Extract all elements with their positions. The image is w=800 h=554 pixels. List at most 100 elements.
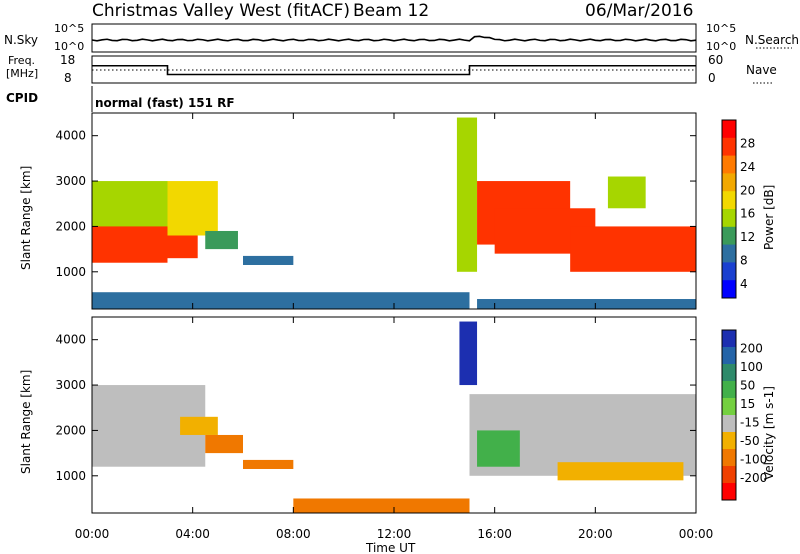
- velocity-y-axis: 4000 3000 2000 1000: [55, 333, 696, 483]
- velocity-colorbar-swatch: [722, 483, 736, 501]
- power-region-3: [167, 181, 218, 236]
- velocity-region-2: [205, 434, 243, 454]
- velocity-colorbar-tick: -50: [740, 434, 760, 448]
- velocity-colorbar-tick: -200: [740, 471, 767, 485]
- power-y-axis: 4000 3000 2000 1000: [55, 129, 696, 279]
- power-colorbar-tick: 4: [740, 277, 748, 291]
- velocity-region-8: [557, 462, 684, 481]
- velocity-colorbar-swatch: [722, 364, 736, 382]
- y-tick-label: 1000: [55, 265, 86, 279]
- power-colorbar-swatch: [722, 280, 736, 299]
- y-tick-label: 3000: [55, 174, 86, 188]
- velocity-region-7: [477, 430, 520, 467]
- velocity-colorbar-frame: [721, 329, 737, 501]
- noise-right-tick-top: 10^5: [706, 22, 736, 35]
- velocity-region-3: [243, 459, 294, 469]
- y-tick-label: 4000: [55, 333, 86, 347]
- power-colorbar-swatch: [722, 120, 736, 139]
- nave-tick-top: 60: [708, 53, 723, 67]
- y-tick-label: 1000: [55, 469, 86, 483]
- station-title: Christmas Valley West (fitACF): [92, 1, 350, 21]
- power-colorbar-tick: 12: [740, 230, 755, 244]
- freq-line: [92, 64, 696, 76]
- noise-panel-frame: [91, 23, 697, 53]
- cpid-label: CPID: [6, 91, 38, 105]
- velocity-colorbar-tick: 50: [740, 378, 755, 392]
- power-colorbar-swatch: [722, 209, 736, 228]
- power-colorbar-swatch: [722, 173, 736, 192]
- y-tick-label: 3000: [55, 378, 86, 392]
- nave-tick-bottom: 0: [708, 71, 716, 85]
- x-tick-label: 00:00: [679, 527, 714, 541]
- power-colorbar-tick: 16: [740, 207, 755, 221]
- power-region-7: [456, 117, 478, 272]
- velocity-colorbar-tick: 200: [740, 341, 763, 355]
- nave-label: Nave: [746, 63, 777, 77]
- power-colorbar-tick: 24: [740, 160, 755, 174]
- velocity-colorbar-swatch: [722, 449, 736, 467]
- power-ylabel: Slant Range [km]: [19, 166, 33, 270]
- x-axis-label: Time UT: [365, 541, 416, 554]
- freq-tick-bottom: 8: [64, 71, 72, 85]
- velocity-region-1: [180, 416, 218, 435]
- velocity-colorbar-tick: 15: [740, 397, 755, 411]
- power-colorbar-swatch: [722, 226, 736, 246]
- power-colorbar-swatch: [722, 137, 736, 157]
- freq-tick-top: 18: [60, 53, 75, 67]
- y-tick-label: 2000: [55, 219, 86, 233]
- noise-right-tick-bottom: 10^0: [706, 40, 736, 53]
- velocity-colorbar-swatch: [722, 415, 736, 433]
- date-label: 06/Mar/2016: [585, 1, 693, 21]
- y-tick-label: 4000: [55, 129, 86, 143]
- noise-left-label: N.Sky: [4, 33, 38, 47]
- power-region-4: [205, 230, 238, 250]
- power-scale-label: Power [dB]: [762, 185, 776, 250]
- power-colorbar-swatch: [722, 244, 736, 263]
- velocity-colorbar-swatch: [722, 347, 736, 365]
- power-colorbar-ticks: 28 24 20 16 12 8 4: [740, 136, 755, 291]
- freq-label-2: [MHz]: [6, 67, 38, 80]
- power-colorbar-tick: 28: [740, 136, 755, 150]
- power-colorbar-tick: 20: [740, 183, 755, 197]
- power-colorbar-swatch: [722, 155, 736, 174]
- velocity-ylabel: Slant Range [km]: [19, 370, 33, 474]
- power-colorbar-swatch: [722, 262, 736, 281]
- velocity-colorbar-swatch: [722, 466, 736, 484]
- x-tick-label: 16:00: [477, 527, 512, 541]
- velocity-heatmap: [92, 321, 696, 513]
- power-colorbar-swatch: [722, 191, 736, 210]
- x-tick-label: 20:00: [578, 527, 613, 541]
- power-region-11: [477, 299, 696, 309]
- velocity-colorbar: [721, 329, 737, 501]
- velocity-colorbar-tick: 100: [740, 360, 763, 374]
- power-region-12: [607, 176, 646, 209]
- velocity-colorbar-tick: -15: [740, 415, 760, 429]
- x-tick-label: 00:00: [75, 527, 110, 541]
- velocity-colorbar-tick: -100: [740, 452, 767, 466]
- power-colorbar-tick: 8: [740, 254, 748, 268]
- noise-sky-line: [91, 35, 697, 42]
- velocity-colorbar-swatch: [722, 432, 736, 450]
- velocity-colorbar-swatch: [722, 398, 736, 416]
- power-heatmap: [92, 117, 696, 309]
- power-region-5: [243, 255, 294, 265]
- velocity-region-5: [459, 321, 478, 386]
- velocity-colorbar-ticks: 200 100 50 15 -15 -50 -100 -200: [740, 341, 767, 484]
- cpid-value: normal (fast) 151 RF: [95, 96, 235, 110]
- power-colorbar: [721, 119, 737, 299]
- beam-label: Beam 12: [353, 1, 429, 21]
- power-region-1: [92, 181, 168, 227]
- power-region-6: [92, 292, 470, 309]
- x-tick-label: 12:00: [377, 527, 412, 541]
- noise-right-label: N.Search: [745, 33, 799, 47]
- velocity-colorbar-swatch: [722, 381, 736, 399]
- velocity-colorbar-swatch: [722, 330, 736, 348]
- velocity-scale-label: Velocity [m s-1]: [762, 386, 776, 480]
- x-tick-label: 08:00: [276, 527, 311, 541]
- x-tick-label: 04:00: [175, 527, 210, 541]
- power-region-10: [570, 226, 696, 272]
- y-tick-label: 2000: [55, 423, 86, 437]
- noise-left-tick-bottom: 10^0: [54, 40, 84, 53]
- freq-label-1: Freq.: [8, 54, 35, 67]
